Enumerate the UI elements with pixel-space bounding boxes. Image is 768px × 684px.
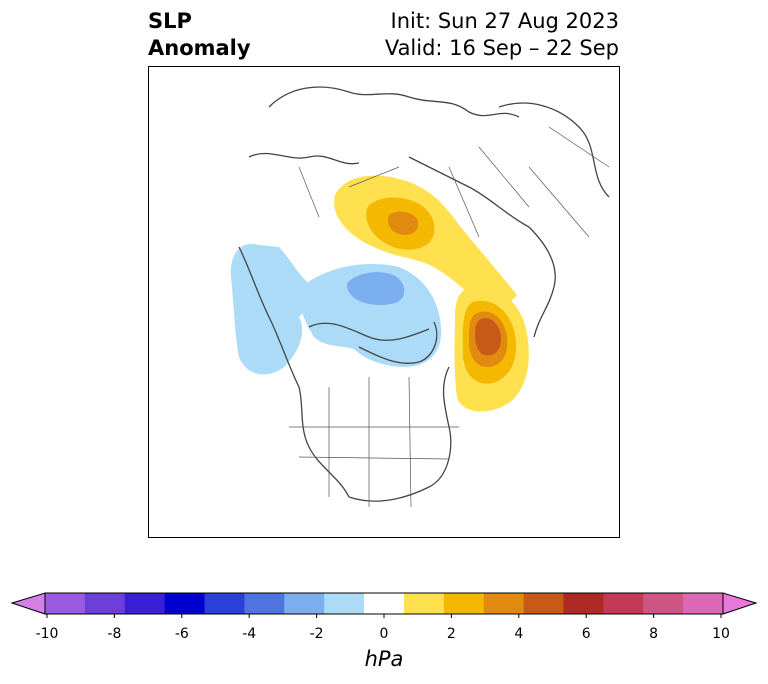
colorbar-unit: hPa (364, 647, 404, 671)
coastlines (238, 86, 610, 502)
negative-anomaly-arctic (299, 263, 442, 367)
colorbar-tick-label: 10 (712, 626, 730, 642)
colorbar-bin (603, 593, 644, 614)
colorbar-bin (244, 593, 285, 614)
colorbar-tick-label: 6 (581, 626, 591, 642)
colorbar-bin (443, 593, 485, 614)
colorbar-bin (45, 593, 86, 614)
colorbar (10, 592, 758, 618)
colorbar-bin (364, 593, 405, 614)
map-title: SLP Anomaly (148, 8, 251, 62)
title-line-1: SLP (148, 9, 192, 33)
date-info: Init: Sun 27 Aug 2023 Valid: 16 Sep – 22… (385, 8, 619, 62)
positive-anomaly-atlantic-core (475, 318, 501, 356)
colorbar-tick-label: -10 (35, 626, 59, 642)
colorbar-bin (643, 593, 684, 614)
colorbar-bin (324, 593, 365, 614)
colorbar-tick-label: -6 (174, 626, 189, 642)
colorbar-bin (563, 593, 604, 614)
colorbar-bin (84, 593, 126, 614)
slp-anomaly-map (148, 66, 620, 538)
positive-anomaly-eurasia-center (388, 211, 419, 235)
colorbar-bin (124, 593, 166, 614)
colorbar-tick-label: 4 (514, 626, 524, 642)
colorbar-tick-label: -4 (242, 626, 257, 642)
colorbar-tick-label: -8 (107, 626, 122, 642)
colorbar-bins (45, 593, 724, 614)
colorbar-bin (403, 593, 445, 614)
colorbar-bin (523, 593, 564, 614)
borders (289, 126, 610, 508)
colorbar-max-arrow (722, 592, 758, 615)
negative-anomaly-arctic-core (346, 272, 405, 305)
colorbar-bin (683, 593, 724, 614)
colorbar-bin (204, 593, 245, 614)
colorbar-bin (284, 593, 325, 614)
colorbar-tick-label: -2 (309, 626, 324, 642)
colorbar-bin (483, 593, 525, 614)
colorbar-tick-label: 8 (649, 626, 659, 642)
title-line-2: Anomaly (148, 36, 251, 60)
valid-date: Valid: 16 Sep – 22 Sep (384, 36, 619, 60)
colorbar-min-arrow (10, 592, 46, 615)
map-svg (230, 86, 610, 508)
colorbar-tick-marks (46, 614, 722, 618)
init-date: Init: Sun 27 Aug 2023 (390, 9, 619, 33)
colorbar-tick-label: 0 (379, 626, 389, 642)
colorbar-tick-label: 2 (446, 626, 456, 642)
colorbar-bin (164, 593, 206, 614)
